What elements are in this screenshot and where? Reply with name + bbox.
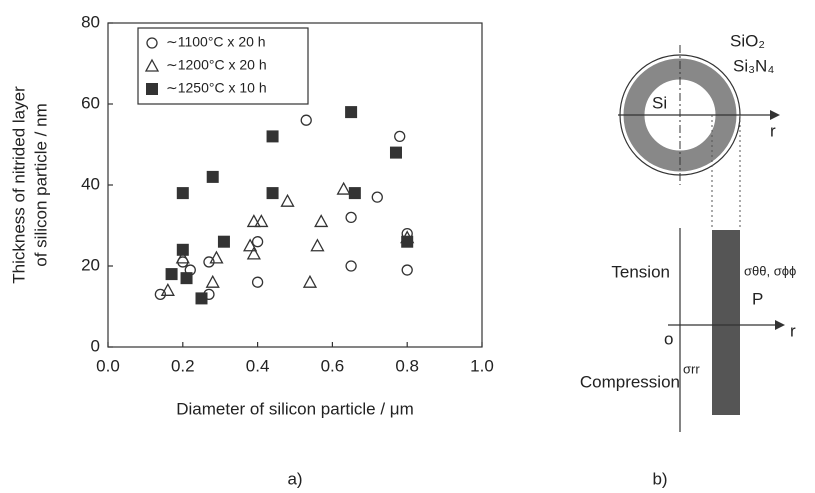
point (209, 250, 224, 264)
point (401, 235, 414, 248)
legend-label: ∼1100°C x 20 h (166, 34, 266, 50)
point (401, 264, 413, 276)
point (251, 236, 264, 248)
legend-marker (144, 58, 160, 72)
label: r (770, 121, 776, 140)
point (246, 246, 261, 260)
y-tick-label: 40 (81, 174, 100, 193)
point (160, 282, 175, 296)
point (205, 274, 220, 288)
point (314, 214, 329, 228)
point (345, 260, 357, 272)
label: o (664, 329, 673, 348)
caption: a) (287, 469, 302, 488)
point (243, 238, 258, 252)
legend-box (137, 27, 309, 105)
point (302, 274, 318, 288)
x-tick-label: 1.0 (470, 356, 494, 375)
legend-marker (146, 37, 158, 49)
label: Si (652, 93, 667, 112)
point (280, 193, 295, 207)
point (348, 187, 361, 200)
x-tick-label: 0.2 (171, 356, 195, 375)
legend-marker (146, 83, 158, 95)
point (165, 268, 178, 281)
caption: b) (652, 469, 667, 488)
point (336, 181, 351, 195)
x-axis-label: Diameter of silicon particle / μm (176, 399, 413, 418)
point (176, 187, 189, 200)
label: Compression (580, 372, 680, 391)
point (251, 276, 264, 288)
point (345, 106, 358, 119)
point (389, 146, 402, 159)
legend-label: ∼1250°C x 10 h (166, 80, 267, 96)
point (176, 243, 189, 256)
point (300, 114, 312, 126)
point (195, 292, 208, 305)
x-tick-label: 0.0 (96, 356, 120, 375)
y-axis-label: of silicon particle / nm (31, 103, 50, 266)
label: SiO₂ (730, 31, 765, 50)
y-axis-label: Thickness of nitrided layer (9, 86, 28, 284)
point (266, 187, 279, 200)
x-tick-label: 0.6 (321, 356, 345, 375)
point (394, 130, 406, 143)
point (266, 130, 279, 143)
panel-b-diagram: SiO₂ Si₃N₄ Si r r Tension σθθ, σϕϕ P o C… (580, 31, 796, 488)
y-tick-label: 0 (91, 336, 100, 355)
x-tick-label: 0.4 (246, 356, 270, 375)
y-tick-label: 60 (81, 93, 100, 112)
point (203, 256, 215, 268)
point (345, 211, 357, 224)
label: Tension (611, 262, 670, 281)
point (254, 214, 269, 228)
point (180, 272, 193, 285)
y-tick-label: 20 (81, 255, 100, 274)
label: σrr (683, 361, 700, 376)
x-tick-label: 0.8 (395, 356, 419, 375)
point (310, 238, 325, 252)
label: P (752, 289, 763, 308)
point (206, 170, 219, 183)
point (217, 235, 230, 248)
point (246, 214, 261, 228)
label: r (790, 321, 796, 340)
y-tick-label: 80 (81, 12, 100, 31)
point (371, 191, 383, 203)
stress-band (712, 230, 740, 415)
legend-label: ∼1200°C x 20 h (166, 57, 267, 73)
point (175, 250, 190, 264)
arrow (775, 320, 785, 330)
label: σθθ, σϕϕ (744, 263, 796, 278)
label: Si₃N₄ (733, 56, 774, 75)
arrow (770, 110, 780, 120)
point (154, 288, 167, 301)
